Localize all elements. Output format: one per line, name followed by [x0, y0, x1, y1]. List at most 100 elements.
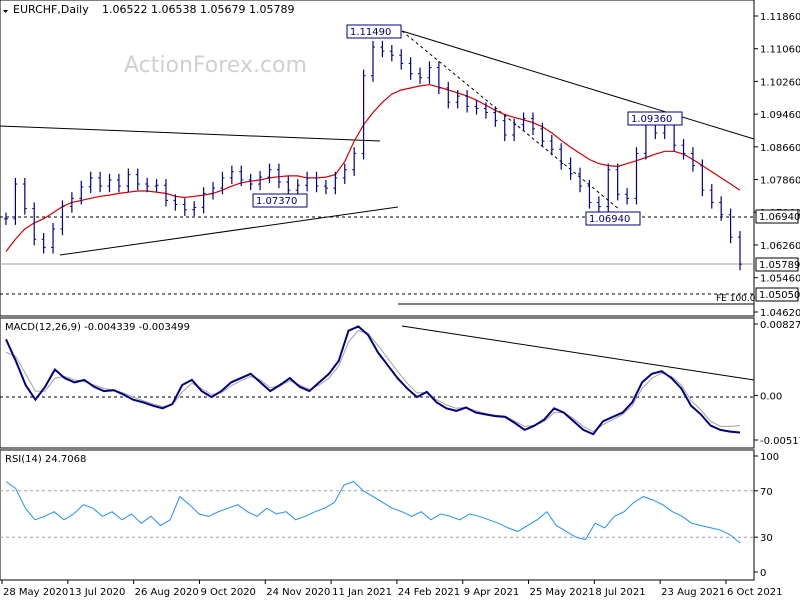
price-bar [69, 192, 74, 213]
price-bar [540, 122, 545, 148]
axis-label-level-1: 1.06940 [759, 212, 800, 223]
macd-title: MACD(12,26,9) -0.004339 -0.003499 [5, 322, 190, 333]
price-bar [408, 57, 413, 80]
fe-label: FE 100.0 [716, 294, 756, 304]
level-lines [0, 216, 754, 295]
macd-tick-label: 0.008276 [760, 320, 800, 331]
watermark: ActionForex.com [124, 53, 307, 78]
price-bar [333, 171, 338, 195]
rsi-tick-label: 30 [760, 533, 773, 544]
price-bar [32, 202, 37, 246]
price-bar [276, 163, 281, 189]
x-tick-label: 24 Feb 2021 [398, 587, 460, 598]
price-tick-label: 1.10260 [760, 77, 800, 88]
macd-main-line [5, 325, 741, 436]
axis-label-current: 1.05789 [759, 260, 800, 271]
price-bar [342, 163, 347, 185]
price-bar [634, 147, 639, 205]
price-bar [98, 171, 103, 193]
price-bar [559, 143, 564, 170]
x-tick-label: 28 May 2020 [3, 587, 68, 598]
price-bar [229, 165, 234, 185]
price-bar [126, 168, 131, 193]
rsi-panel: RSI(14) 24.7068 100 70 30 0 [0, 449, 779, 581]
x-tick-label: 13 Jul 2020 [69, 587, 126, 598]
x-tick-label: 26 Aug 2020 [135, 587, 199, 598]
price-bar [267, 163, 272, 184]
price-bar [314, 171, 319, 193]
price-bar [587, 179, 592, 209]
price-bar [60, 200, 65, 236]
price-bar [361, 69, 366, 160]
label-low-2021: 1.06940 [589, 214, 630, 225]
price-bar [436, 61, 441, 95]
price-bar [239, 165, 244, 187]
axis-label-level-2: 1.05050 [759, 290, 800, 301]
price-bar [512, 118, 517, 142]
price-bar [483, 102, 488, 119]
rsi-path [5, 480, 741, 544]
macd-lines [5, 325, 741, 436]
price-bar [211, 181, 216, 200]
price-labels: 1.11490 1.09360 1.07370 1.06940 FE 100.0 [252, 24, 756, 304]
price-bar [521, 112, 526, 131]
label-swing-high: 1.09360 [631, 114, 672, 125]
price-bar [352, 147, 357, 176]
price-tick-label: 1.11860 [760, 12, 800, 23]
price-bar [700, 159, 705, 197]
x-tick-label: 8 Jul 2021 [595, 587, 645, 598]
price-bar [305, 171, 310, 192]
price-bar [22, 177, 27, 215]
price-tick-label: 1.09460 [760, 110, 800, 121]
price-bar [596, 196, 601, 213]
price-bar [530, 112, 535, 135]
price-bar [135, 168, 140, 191]
macd-panel: MACD(12,26,9) -0.004339 -0.003499 0.0082… [0, 317, 800, 449]
x-tick-label: 24 Nov 2020 [266, 587, 330, 598]
price-tick-label: 1.05460 [760, 274, 800, 285]
price-bar [258, 170, 263, 191]
macd-trendline [401, 325, 755, 381]
price-bar [578, 167, 583, 193]
dropdown-arrow-icon [3, 10, 8, 13]
price-bar [568, 157, 573, 180]
price-bar [173, 194, 178, 211]
price-bar [738, 231, 742, 271]
price-bar [427, 61, 432, 84]
price-bar [371, 40, 375, 82]
trendlines [0, 30, 755, 305]
price-tick-label: 1.08660 [760, 143, 800, 154]
price-bar [615, 163, 620, 201]
price-bar [625, 188, 630, 205]
price-bar [380, 40, 385, 58]
price-ohlc: 1.06522 1.06538 1.05679 1.05789 [102, 3, 294, 16]
price-bar [220, 171, 225, 195]
price-bar [493, 106, 498, 127]
price-bar [13, 177, 18, 225]
price-tick-label: 1.07860 [760, 176, 800, 187]
price-bar [728, 208, 733, 244]
x-tick-label: 9 Oct 2020 [200, 587, 255, 598]
price-bar [116, 173, 121, 193]
price-bar [88, 171, 93, 194]
label-high: 1.11490 [350, 27, 391, 38]
x-axis: 28 May 2020 13 Jul 2020 26 Aug 2020 9 Oct 2… [1, 580, 782, 598]
macd-tick-label: -0.005174 [760, 436, 800, 447]
price-bar [192, 201, 197, 216]
price-bar [389, 45, 394, 62]
rsi-y-axis: 100 70 30 0 [754, 452, 779, 579]
price-bar [709, 184, 714, 209]
price-bar [399, 49, 404, 70]
price-y-axis: 1.11860 1.11060 1.10260 1.09460 1.08660 1.078… [754, 12, 800, 319]
x-tick-label: 23 Aug 2021 [661, 587, 725, 598]
rsi-tick-label: 100 [760, 452, 779, 463]
rsi-tick-label: 0 [760, 568, 766, 579]
macd-y-axis: 0.008276 0.00 -0.005174 [754, 320, 800, 447]
price-bar [79, 180, 84, 205]
x-tick-label: 11 Jan 2021 [332, 587, 392, 598]
price-bar [145, 177, 150, 193]
price-bar [606, 163, 611, 213]
price-bar [286, 175, 291, 197]
price-bar [41, 233, 46, 254]
macd-signal-line [5, 330, 741, 433]
